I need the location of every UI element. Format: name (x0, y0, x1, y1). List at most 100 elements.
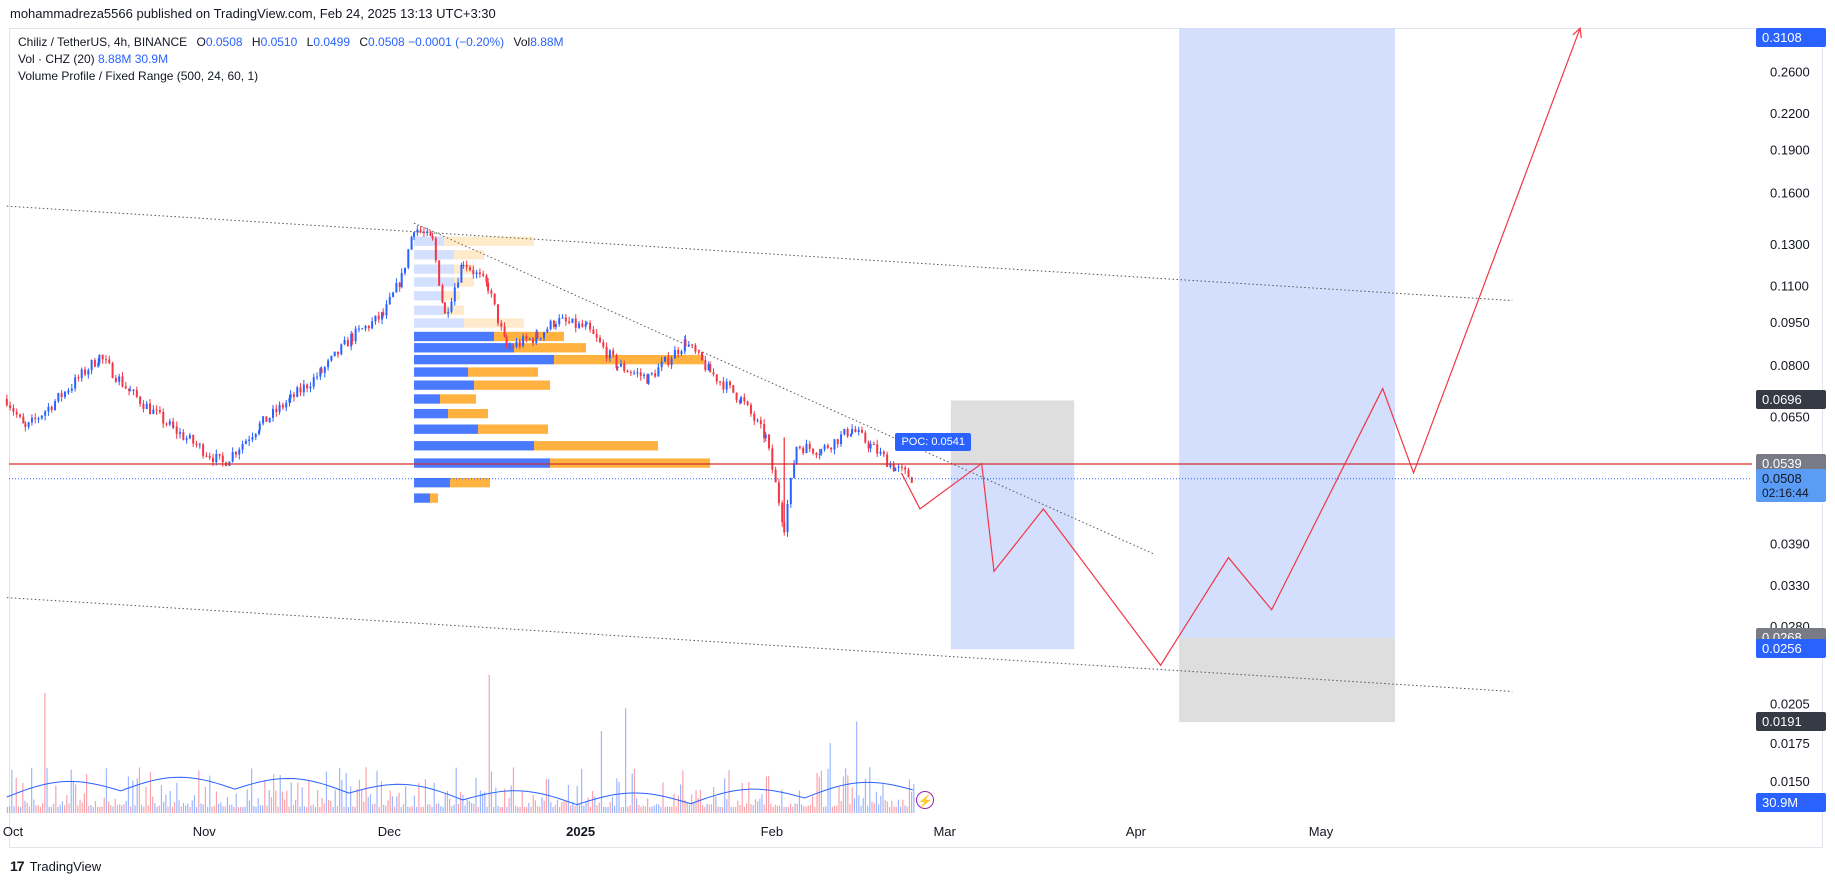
volume-bar (288, 806, 290, 813)
candle-body (738, 400, 741, 403)
volume-bar (479, 790, 482, 813)
candle-body (808, 443, 811, 449)
volume-bar (132, 780, 134, 813)
volume-bar (138, 767, 141, 813)
volume-bar (576, 786, 578, 813)
y-tick-label: 0.0150 (1770, 774, 1810, 789)
volume-bar (585, 801, 587, 813)
candle-body (465, 264, 468, 268)
candle-body (589, 322, 592, 330)
bolt-icon[interactable]: ⚡ (915, 791, 934, 809)
candle-body (320, 368, 323, 373)
candle-body (139, 396, 142, 404)
volume-profile-sell (448, 408, 489, 419)
x-tick-label: Mar (933, 824, 956, 839)
y-tick-label: 0.0800 (1770, 358, 1810, 373)
candle-body (525, 336, 528, 340)
candle-body (876, 444, 879, 454)
volume-indicator-label[interactable]: Vol · CHZ (20) (18, 52, 95, 66)
volume-bar (389, 790, 391, 813)
volume-bar (867, 806, 869, 813)
volume-bar (358, 779, 361, 813)
candle-body (503, 326, 506, 337)
volume-bar (176, 782, 178, 813)
candle-body (357, 328, 360, 330)
candle-body (268, 417, 271, 422)
candle-body (15, 411, 18, 415)
y-tick-label: 0.0175 (1770, 736, 1810, 751)
candle-body (74, 377, 77, 389)
candle-body (812, 448, 815, 454)
volume-bar (537, 806, 539, 813)
volume-bar (81, 802, 83, 813)
volume-bar (290, 782, 292, 813)
volume-bar (523, 806, 526, 813)
countdown-timer: 02:16:44 (1762, 485, 1809, 500)
volume-bar (589, 806, 592, 813)
volume-bar (341, 779, 343, 813)
volume-bar (431, 806, 433, 813)
candle-body (643, 374, 646, 376)
volume-bar (198, 770, 200, 813)
volume-bar (11, 769, 13, 813)
volume-bar (475, 777, 477, 813)
chart-frame[interactable] (9, 28, 1823, 848)
candle-body (410, 236, 413, 250)
candle-body (299, 387, 302, 393)
trendline-1 (6, 597, 1513, 692)
volume-bar (145, 787, 147, 813)
candle-body (426, 231, 429, 233)
candle-body (90, 359, 93, 371)
candle-body (145, 403, 148, 409)
symbol-title[interactable]: Chiliz / TetherUS, 4h, BINANCE (18, 35, 188, 49)
volume-bar (224, 806, 226, 813)
volume-indicator-v2: 30.9M (134, 52, 169, 66)
candle-body (673, 349, 676, 359)
volume-bar (792, 806, 794, 813)
volume-bar (845, 768, 847, 813)
candle-body (786, 503, 789, 533)
volume-bar (600, 731, 603, 813)
candle-body (774, 469, 777, 483)
volume-profile-sell (444, 236, 535, 246)
volume-bar (180, 806, 182, 813)
candle-body (400, 273, 403, 288)
candle-body (30, 417, 33, 423)
candle-body (340, 344, 343, 355)
candle-body (462, 264, 465, 266)
volume-bar (893, 806, 895, 813)
y-tick-label: 0.1900 (1770, 143, 1810, 158)
y-tick-label: 0.2600 (1770, 65, 1810, 80)
candle-body (795, 446, 798, 464)
volume-bar (774, 804, 776, 813)
legend-symbol-row: Chiliz / TetherUS, 4h, BINANCE O0.0508 H… (18, 34, 564, 51)
volume-bar (886, 801, 889, 813)
volume-bar (468, 800, 471, 813)
candle-body (195, 443, 198, 445)
volume-bar (587, 797, 589, 813)
volume-bar (242, 806, 244, 813)
volume-bar (583, 805, 585, 813)
candle-body (626, 370, 629, 373)
volume-bar (757, 801, 759, 813)
candle-body (667, 356, 670, 365)
volume-profile-buy (414, 264, 455, 274)
candle-body (722, 381, 725, 390)
candle-body (438, 260, 441, 286)
poc-label[interactable]: POC: 0.0541 (895, 433, 972, 452)
candle-body (98, 354, 101, 364)
volume-bar (101, 806, 103, 813)
volume-bar (70, 769, 72, 813)
volume-bar (486, 806, 488, 813)
candle-body (836, 439, 839, 445)
volume-profile-buy (414, 380, 475, 390)
volume-bar (911, 791, 913, 813)
candle-body (768, 434, 771, 449)
volume-profile-sell (534, 441, 659, 451)
volume-bar (446, 790, 449, 813)
volume-bar (776, 805, 779, 813)
volume-bar (264, 780, 266, 813)
volume-profile-label[interactable]: Volume Profile / Fixed Range (500, 24, 6… (18, 69, 259, 83)
volume-bar (301, 787, 303, 813)
